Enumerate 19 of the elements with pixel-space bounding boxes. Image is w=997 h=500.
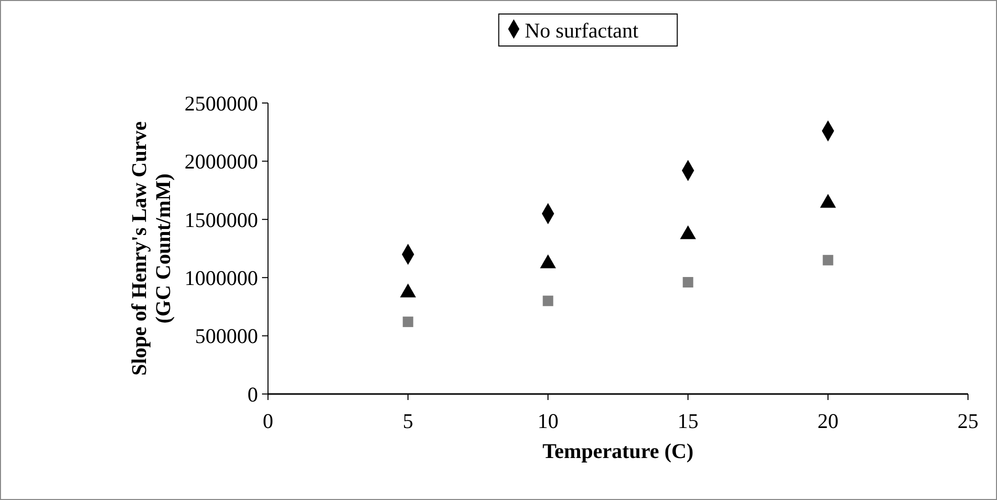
point xyxy=(682,277,694,288)
y-tick-label: 500000 xyxy=(195,324,258,348)
x-tick-label: 0 xyxy=(262,409,274,433)
y-axis-title: Slope of Henry's Law Curve (GC Count/mM) xyxy=(126,121,175,376)
y-tick-label: 1500000 xyxy=(184,208,258,232)
y-tick-label: 2500000 xyxy=(184,91,258,116)
point xyxy=(822,254,834,266)
point xyxy=(542,296,554,306)
y-tick-label: 1000000 xyxy=(184,266,258,290)
x-tick-label: 5 xyxy=(402,409,414,433)
legend-label: No surfactant xyxy=(524,18,639,42)
y-tick-label: 0 xyxy=(248,382,258,406)
y-tick-label: 2000000 xyxy=(184,150,258,174)
x-tick-label: 20 xyxy=(818,409,838,433)
point xyxy=(402,316,414,328)
x-tick-label: 15 xyxy=(678,409,698,433)
x-axis-title: Temperature (C) xyxy=(542,439,694,463)
x-tick-label: 25 xyxy=(958,409,978,433)
x-tick-label: 10 xyxy=(538,409,558,433)
